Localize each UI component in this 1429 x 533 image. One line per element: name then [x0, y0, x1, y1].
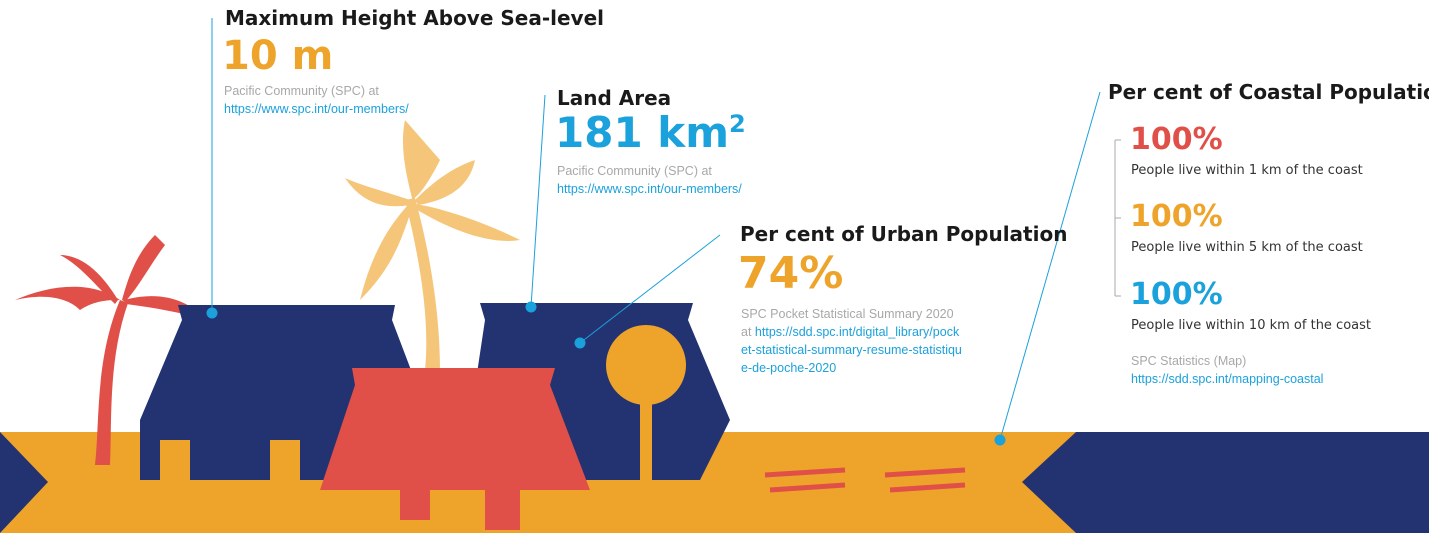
heading: Per cent of Urban Population: [740, 222, 1067, 246]
source-link[interactable]: https://www.spc.int/our-members/: [224, 102, 409, 116]
stat-value: 100%: [1130, 280, 1223, 310]
stat-value: 10 m: [222, 36, 333, 76]
source-link[interactable]: https://sdd.spc.int/digital_library/pock…: [741, 325, 962, 375]
bracket: [1115, 140, 1121, 296]
stat-value: 74%: [738, 252, 843, 296]
palm-leaf: [360, 205, 412, 300]
right-band: [1022, 432, 1429, 533]
source: Pacific Community (SPC) at https://www.sp…: [224, 82, 424, 118]
heading: Per cent of Coastal Population: [1108, 80, 1429, 104]
source: SPC Pocket Statistical Summary 2020 at h…: [741, 305, 963, 377]
stat-value: 100%: [1130, 125, 1223, 155]
palm-trunk: [405, 198, 440, 370]
stat-number: 181 km: [555, 108, 729, 157]
source: Pacific Community (SPC) at https://www.sp…: [557, 162, 757, 198]
source-link[interactable]: https://www.spc.int/our-members/: [557, 182, 742, 196]
heading: Maximum Height Above Sea-level: [225, 6, 604, 30]
source: SPC Statistics (Map) https://sdd.spc.int/…: [1131, 352, 1391, 388]
stat-label: People live within 1 km of the coast: [1131, 163, 1363, 178]
infographic: Maximum Height Above Sea-level 10 m Paci…: [0, 0, 1429, 533]
stat-value: 181 km2: [555, 112, 746, 154]
source-text: Pacific Community (SPC) at: [224, 84, 379, 98]
palm-leaf: [345, 178, 410, 206]
stat-value: 100%: [1130, 202, 1223, 232]
source-text: SPC Statistics (Map): [1131, 354, 1246, 368]
superscript: 2: [729, 110, 746, 138]
source-link[interactable]: https://sdd.spc.int/mapping-coastal: [1131, 372, 1323, 386]
palm-leaf: [122, 235, 165, 302]
source-text: Pacific Community (SPC) at: [557, 164, 712, 178]
palm-leaf: [414, 204, 520, 241]
tree-crown: [606, 325, 686, 405]
stat-label: People live within 10 km of the coast: [1131, 318, 1371, 333]
heading: Land Area: [557, 86, 671, 110]
stat-label: People live within 5 km of the coast: [1131, 240, 1363, 255]
